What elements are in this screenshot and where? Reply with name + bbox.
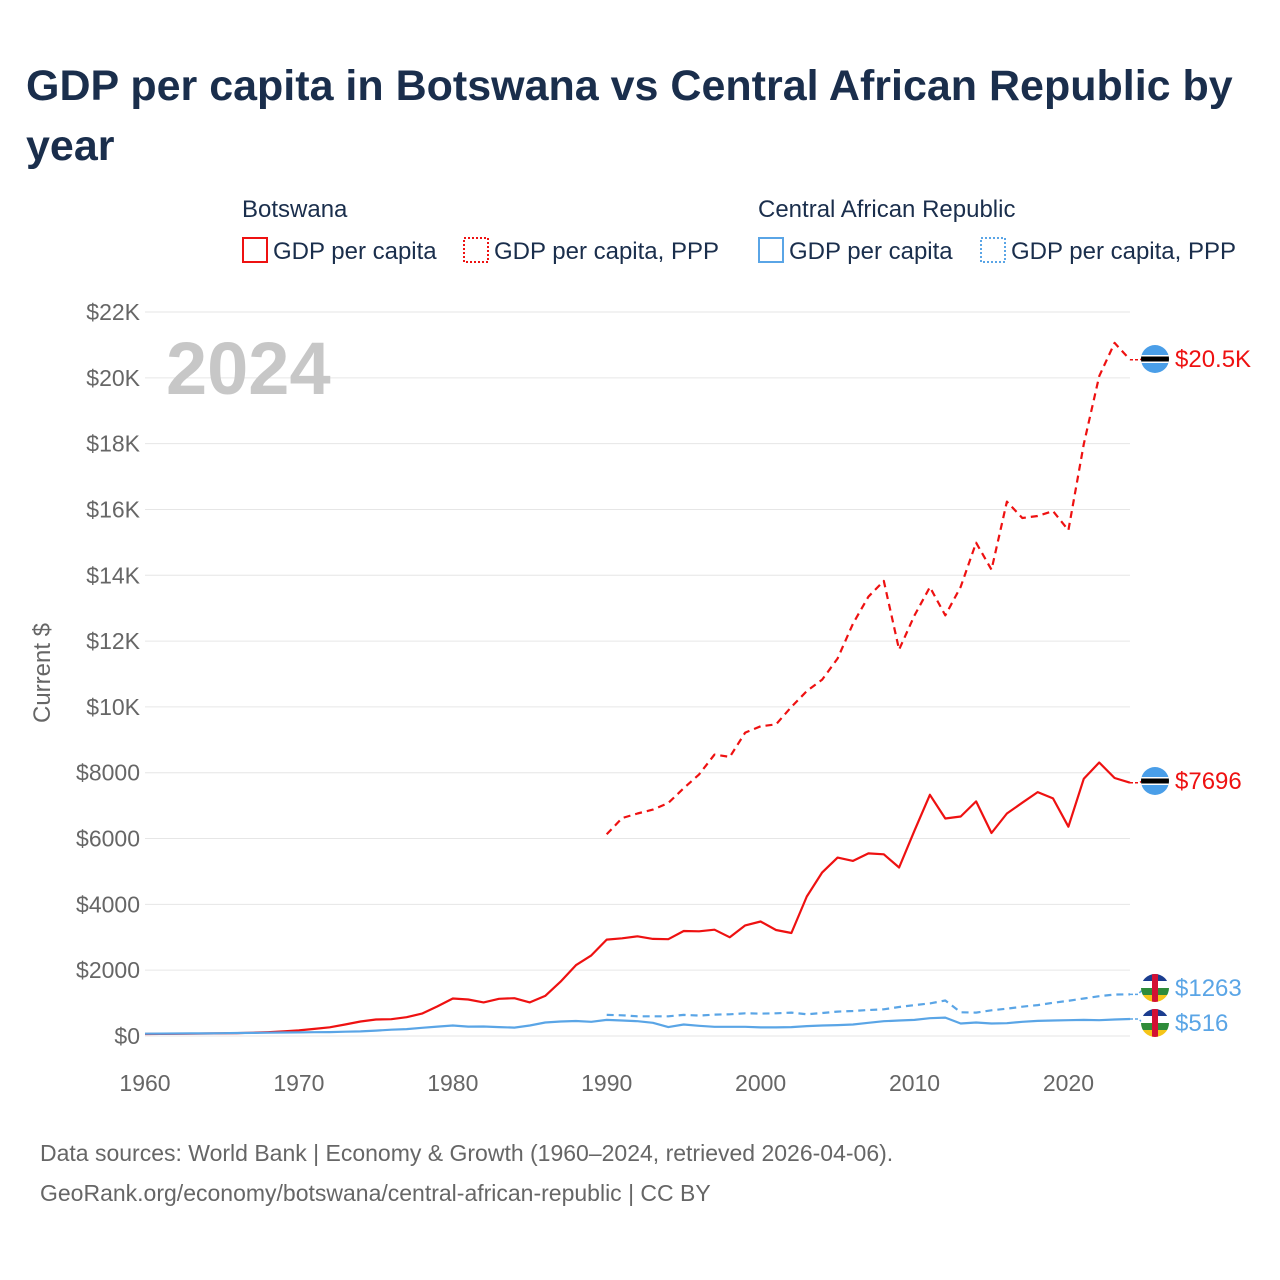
y-tick-label: $0 [114,1023,140,1049]
x-tick-label: 1980 [427,1070,478,1096]
x-tick-label: 1990 [581,1070,632,1096]
grid-lines [145,311,1130,1037]
y-tick-label: $18K [86,431,140,457]
y-tick-label: $22K [86,299,140,325]
end-label-central-african-republic-gdp-per-capita: $516 [1175,1010,1228,1037]
y-tick-label: $10K [86,694,140,720]
y-axis-label: Current $ [29,623,56,723]
legend-swatch-car-ppp [980,237,1006,263]
car-flag-icon [1141,974,1169,1002]
credit-link[interactable]: GeoRank.org/economy/botswana/central-afr… [40,1180,711,1206]
y-tick-label: $8000 [76,760,140,786]
y-tick-label: $20K [86,365,140,391]
y-tick-label: $4000 [76,891,140,917]
legend-swatch-botswana-ppp [463,237,489,263]
x-axis-ticks: 1960 1970 1980 1990 2000 2010 2020 [119,1070,1094,1096]
y-tick-label: $2000 [76,957,140,983]
series-line-botswana-gdp-per-capita-ppp[interactable] [605,341,1131,836]
car-flag-icon [1141,1009,1169,1037]
legend: Botswana Central African Republic GDP pe… [242,196,1236,265]
legend-item-botswana-ppp[interactable]: GDP per capita, PPP [494,238,719,265]
y-axis-ticks: $0 $2000 $4000 $6000 $8000 $10K $12K $14K $16K $1… [76,299,141,1049]
legend-swatch-car-gdp [758,237,784,263]
y-tick-label: $14K [86,562,140,588]
series-line-central-african-republic-gdp-per-capita[interactable] [144,1016,1131,1035]
botswana-flag-icon [1141,345,1169,373]
y-tick-label: $6000 [76,826,140,852]
legend-group-botswana: Botswana [242,196,348,223]
end-label-central-african-republic-gdp-per-capita-ppp: $1263 [1175,975,1242,1002]
x-tick-label: 2010 [889,1070,940,1096]
x-tick-label: 1970 [273,1070,324,1096]
series-lines [144,341,1131,1036]
chart-title: GDP per capita in Botswana vs Central Af… [26,62,1233,170]
end-labels: $7696 $20.5K $516 $1263 [1130,345,1251,1037]
legend-item-car-gdp[interactable]: GDP per capita [789,238,953,265]
y-tick-label: $16K [86,496,140,522]
end-label-botswana-gdp-per-capita: $7696 [1175,768,1242,795]
legend-swatch-botswana-gdp [242,237,268,263]
x-tick-label: 2020 [1043,1070,1094,1096]
series-line-botswana-gdp-per-capita[interactable] [144,761,1131,1036]
x-tick-label: 2000 [735,1070,786,1096]
x-tick-label: 1960 [119,1070,170,1096]
series-line-central-african-republic-gdp-per-capita-ppp[interactable] [606,993,1131,1018]
end-label-botswana-gdp-per-capita-ppp: $20.5K [1175,346,1251,373]
legend-group-car: Central African Republic [758,196,1015,223]
legend-item-botswana-gdp[interactable]: GDP per capita [273,238,437,265]
botswana-flag-icon [1141,767,1169,795]
end-label-connector [1130,987,1145,996]
legend-item-car-ppp[interactable]: GDP per capita, PPP [1011,238,1236,265]
y-tick-label: $12K [86,628,140,654]
year-label: 2024 [166,327,331,410]
data-source-note: Data sources: World Bank | Economy & Gro… [40,1140,894,1166]
